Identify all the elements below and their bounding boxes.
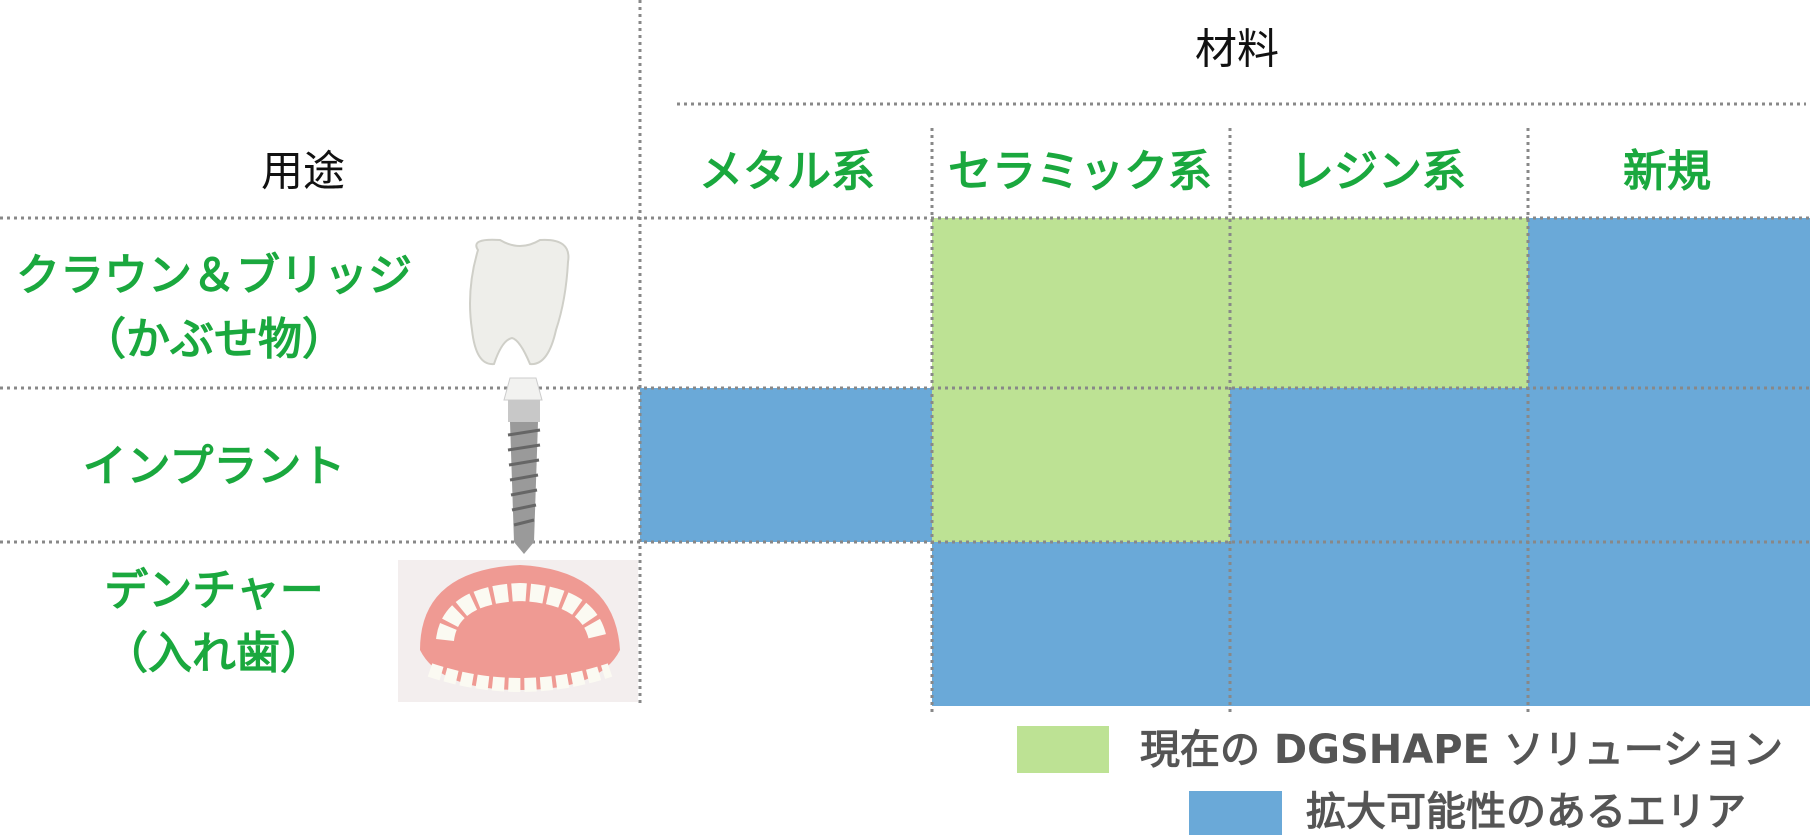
legend-swatch (1017, 726, 1109, 773)
row-label: インプラント (83, 441, 346, 492)
implant-image (503, 377, 543, 554)
denture-image (398, 560, 638, 702)
cell-current (1230, 218, 1528, 388)
row-label: クラウン＆ブリッジ (16, 250, 412, 301)
legend-label: 拡大可能性のあるエリア (1306, 789, 1746, 835)
cell-expand (1230, 542, 1528, 706)
cells (640, 218, 1810, 706)
cell-expand (1230, 388, 1528, 542)
column-header: 新規 (1623, 146, 1711, 197)
column-header: レジン系 (1290, 146, 1466, 197)
usage-header: 用途 (261, 147, 345, 196)
cell-current (932, 388, 1230, 542)
legend-label: 現在の DGSHAPE ソリューション (1140, 727, 1783, 773)
cell-current (932, 218, 1230, 388)
row-label: デンチャー (104, 565, 324, 616)
cell-expand (1528, 542, 1810, 706)
legend-swatch (1189, 791, 1282, 835)
column-header: メタル系 (699, 146, 875, 197)
cell-expand (640, 388, 932, 542)
row-label: （かぶせ物） (82, 314, 346, 365)
cell-expand (932, 542, 1230, 706)
grid (0, 0, 1810, 712)
cell-expand (1528, 218, 1810, 388)
crown-image (469, 238, 570, 366)
row-label: （入れ歯） (104, 628, 324, 679)
cell-expand (1528, 388, 1810, 542)
column-header: セラミック系 (948, 146, 1212, 197)
material-header: 材料 (1195, 25, 1279, 74)
